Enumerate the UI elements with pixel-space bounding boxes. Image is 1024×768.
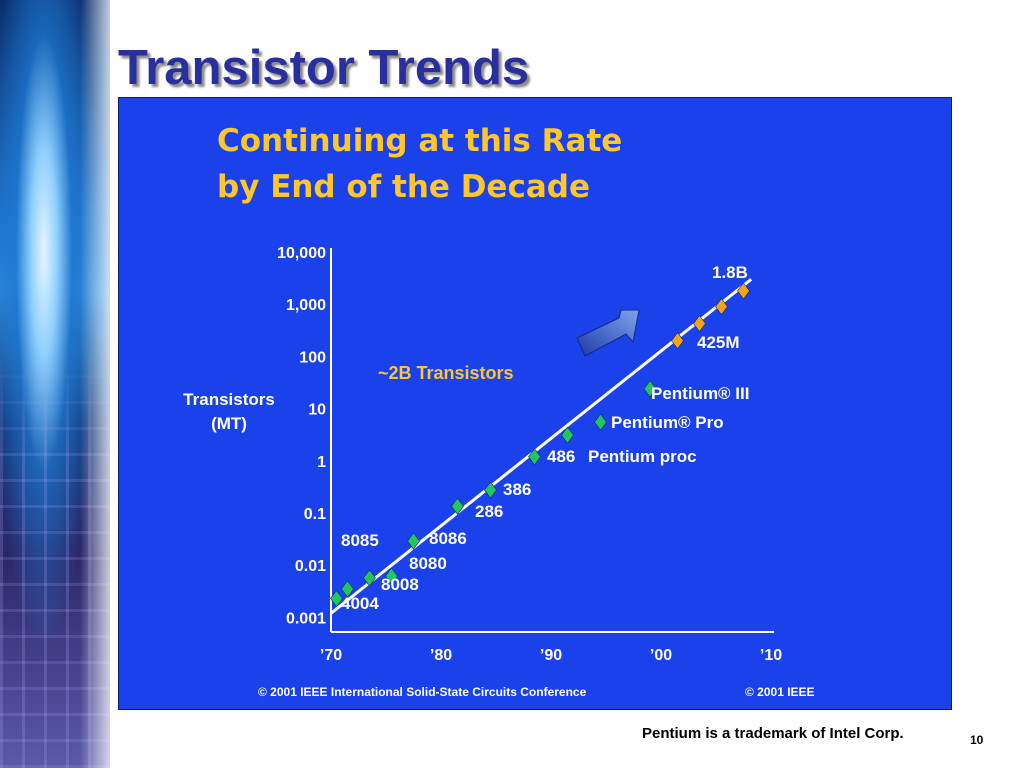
y-tick-label: 1 — [317, 454, 326, 471]
x-tick-label: ’00 — [650, 647, 672, 664]
y-tick-label: 0.01 — [295, 558, 326, 575]
label-4004: 4004 — [341, 594, 379, 613]
historical-data-point — [407, 532, 420, 550]
label-486: 486 — [547, 447, 575, 466]
historical-data-point — [385, 567, 398, 585]
label-8086: 8086 — [429, 529, 467, 548]
projected-data-point — [693, 315, 706, 333]
label-pentium-proc: Pentium proc — [588, 447, 697, 466]
y-axis-label-line-1: Transistors — [183, 390, 275, 409]
chart-title-line-2: by End of the Decade — [217, 169, 590, 205]
label-286: 286 — [475, 502, 503, 521]
page-title: Transistor Trends — [118, 41, 530, 95]
y-tick-label: 100 — [299, 349, 326, 366]
trend-line — [330, 278, 753, 615]
y-axis-label-line-2: (MT) — [211, 414, 247, 433]
transistor-chart: Continuing at this Rate by End of the De… — [183, 123, 815, 699]
x-tick-label: ’80 — [430, 647, 452, 664]
historical-data-point — [341, 580, 354, 598]
y-tick-label: 0.1 — [304, 506, 326, 523]
historical-data-point — [594, 413, 607, 431]
projected-data-point — [737, 282, 750, 300]
decorative-fade — [80, 0, 120, 768]
label-8080: 8080 — [409, 554, 447, 573]
chart-title-line-1: Continuing at this Rate — [217, 123, 622, 159]
y-tick-label: 10,000 — [277, 245, 326, 262]
label-1-8b: 1.8B — [712, 263, 748, 282]
label-425m: 425M — [697, 333, 740, 352]
y-tick-labels: 10,000 1,000 100 10 1 0.1 0.01 0.001 — [277, 245, 326, 627]
label-8008: 8008 — [381, 575, 419, 594]
historical-data-point — [330, 590, 343, 608]
historical-data-point — [561, 426, 574, 444]
callout-2b-transistors: ~2B Transistors — [378, 363, 514, 383]
label-386: 386 — [503, 480, 531, 499]
label-pentium-iii: Pentium® III — [651, 384, 749, 403]
historical-data-point — [451, 497, 464, 515]
x-tick-label: ’70 — [320, 647, 342, 664]
trend-arrow-graphic — [576, 309, 640, 357]
copyright-left: © 2001 IEEE International Solid-State Ci… — [258, 685, 587, 699]
y-tick-label: 1,000 — [286, 297, 326, 314]
x-tick-label: ’10 — [760, 647, 782, 664]
historical-data-point — [528, 448, 541, 466]
label-8085: 8085 — [341, 531, 379, 550]
copyright-right: © 2001 IEEE — [745, 685, 815, 699]
projected-data-point — [671, 332, 684, 350]
chart-panel: Continuing at this Rate by End of the De… — [118, 97, 952, 710]
x-tick-labels: ’70 ’80 ’90 ’00 ’10 — [320, 647, 782, 664]
historical-data-point — [484, 481, 497, 499]
x-tick-label: ’90 — [540, 647, 562, 664]
y-tick-label: 0.001 — [286, 610, 326, 627]
historical-data-point — [363, 569, 376, 587]
label-pentium-pro: Pentium® Pro — [611, 413, 724, 432]
historical-data-point — [643, 380, 657, 398]
trademark-footnote: Pentium is a trademark of Intel Corp. — [642, 725, 904, 742]
data-points — [330, 282, 750, 608]
projected-data-point — [715, 298, 728, 316]
y-tick-label: 10 — [308, 402, 326, 419]
page-number: 10 — [970, 733, 984, 747]
